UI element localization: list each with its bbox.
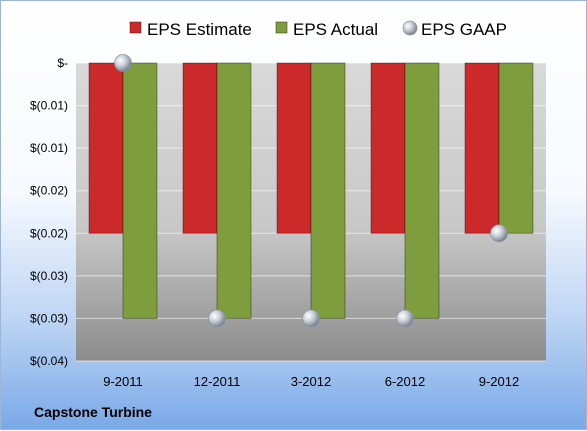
- bar-eps-actual: [498, 62, 534, 234]
- company-name: Capstone Turbine: [34, 404, 152, 420]
- marker-eps-gaap: [396, 309, 414, 328]
- x-tick-label: 6-2012: [385, 374, 425, 389]
- y-axis-ticks: $- $(0.01) $(0.01) $(0.02) $(0.02) $(0.03) $(0…: [30, 56, 68, 368]
- y-tick-label: $(0.02): [30, 184, 68, 198]
- y-tick-label: $(0.01): [30, 141, 68, 155]
- legend-label: EPS GAAP: [421, 20, 507, 39]
- legend: EPS Estimate EPS Actual EPS GAAP: [129, 20, 507, 39]
- y-tick-label: $(0.01): [30, 99, 68, 113]
- legend-swatch-eps-actual: [275, 21, 288, 34]
- x-tick-label: 3-2012: [291, 374, 331, 389]
- bar-eps-estimate: [370, 62, 406, 234]
- legend-label: EPS Estimate: [147, 20, 252, 39]
- x-tick-label: 9-2011: [103, 374, 143, 389]
- bar-eps-estimate: [182, 62, 218, 234]
- x-tick-label: 9-2012: [479, 374, 519, 389]
- bar-series: [88, 62, 534, 319]
- x-axis-ticks: 9-2011 12-2011 3-2012 6-2012 9-2012: [103, 374, 519, 389]
- legend-swatch-eps-gaap: [402, 20, 418, 36]
- marker-eps-gaap: [490, 224, 508, 243]
- marker-eps-gaap: [114, 54, 132, 72]
- y-tick-label: $(0.03): [30, 269, 68, 283]
- y-tick-label: $-: [57, 56, 68, 70]
- marker-eps-gaap: [302, 309, 320, 328]
- legend-swatch-eps-estimate: [129, 21, 142, 34]
- marker-series: [114, 54, 508, 328]
- bar-eps-actual: [122, 62, 158, 319]
- y-tick-label: $(0.03): [30, 311, 68, 325]
- marker-eps-gaap: [208, 309, 226, 328]
- bar-eps-estimate: [464, 62, 500, 234]
- bar-eps-actual: [216, 62, 252, 319]
- bar-eps-actual: [310, 62, 346, 319]
- bar-eps-estimate: [276, 62, 312, 234]
- bar-eps-actual: [404, 62, 440, 319]
- y-tick-label: $(0.02): [30, 226, 68, 240]
- y-tick-label: $(0.04): [30, 354, 68, 368]
- x-tick-label: 12-2011: [194, 374, 241, 389]
- legend-label: EPS Actual: [293, 20, 378, 39]
- bar-eps-estimate: [88, 62, 124, 234]
